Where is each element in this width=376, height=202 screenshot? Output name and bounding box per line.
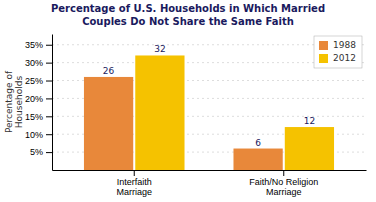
- y-tick-mark: [46, 98, 52, 99]
- legend-label: 2012: [333, 53, 356, 63]
- data-label: 32: [154, 44, 165, 54]
- data-label: 6: [255, 138, 261, 148]
- x-axis: InterfaithMarriageFaith/No ReligionMarri…: [53, 170, 367, 197]
- x-tick-mark: [134, 170, 135, 176]
- y-tick-mark: [46, 116, 52, 117]
- title-line: Percentage of U.S. Households in Which M…: [51, 3, 325, 14]
- y-tick-label: 10%: [25, 130, 43, 140]
- data-label: 12: [304, 116, 315, 126]
- title-line: Couples Do Not Share the Same Faith: [82, 16, 294, 27]
- y-tick-label: 35%: [25, 40, 43, 50]
- y-tick: 35%: [25, 40, 52, 50]
- legend: 1988 2012: [314, 36, 362, 68]
- bar: [285, 127, 334, 170]
- y-tick: 15%: [25, 112, 52, 122]
- title: Percentage of U.S. Households in Which M…: [51, 3, 325, 27]
- x-tick: Faith/No ReligionMarriage: [249, 170, 318, 197]
- y-tick-label: 25%: [25, 76, 43, 86]
- text-line: Households: [13, 76, 23, 129]
- chart: Percentage of U.S. Households in Which M…: [0, 0, 376, 202]
- plot: 26632125%10%15%20%25%30%35%InterfaithMar…: [25, 35, 367, 198]
- y-tick: 5%: [30, 147, 52, 157]
- y-tick: 30%: [25, 58, 52, 68]
- y-tick-mark: [46, 134, 52, 135]
- x-tick-label-line: Marriage: [116, 187, 152, 197]
- bars: [84, 55, 334, 170]
- y-tick: 25%: [25, 76, 52, 86]
- legend-label: 1988: [333, 40, 356, 50]
- y-tick: 20%: [25, 94, 52, 104]
- y-tick-mark: [46, 152, 52, 153]
- y-tick-mark: [46, 81, 52, 82]
- legend-item: 2012: [319, 53, 356, 63]
- x-tick-label-line: Faith/No Religion: [249, 177, 318, 187]
- text-line: Percentage of: [4, 70, 14, 133]
- bar: [84, 77, 133, 170]
- y-axis-title: Percentage ofHouseholds: [4, 70, 24, 133]
- x-tick-label-line: Marriage: [266, 187, 302, 197]
- y-tick-label: 5%: [30, 147, 43, 157]
- x-tick-mark: [283, 170, 284, 176]
- y-tick-label: 30%: [25, 58, 43, 68]
- y-tick: 10%: [25, 130, 52, 140]
- legend-swatch: [319, 41, 328, 50]
- legend-swatch: [319, 54, 328, 63]
- y-axis: 5% 10% 15% 20% 25% 30% 35%: [25, 35, 53, 171]
- y-tick-mark: [46, 45, 52, 46]
- data-labels: 26 6 32 12: [103, 44, 315, 147]
- x-tick-label: Faith/No ReligionMarriage: [249, 177, 318, 197]
- y-tick-mark: [46, 63, 52, 64]
- y-tick-label: 15%: [25, 112, 43, 122]
- y-axis-line: [52, 35, 53, 171]
- legend-item: 1988: [319, 40, 356, 50]
- bar: [135, 55, 184, 170]
- x-tick: InterfaithMarriage: [116, 170, 152, 197]
- x-axis-line: [53, 170, 367, 171]
- y-tick-label: 20%: [25, 94, 43, 104]
- x-tick-label-line: Interfaith: [117, 177, 152, 187]
- x-tick-label: InterfaithMarriage: [116, 177, 152, 197]
- bar: [233, 149, 282, 170]
- legend-frame: [314, 36, 362, 68]
- data-label: 26: [103, 66, 115, 76]
